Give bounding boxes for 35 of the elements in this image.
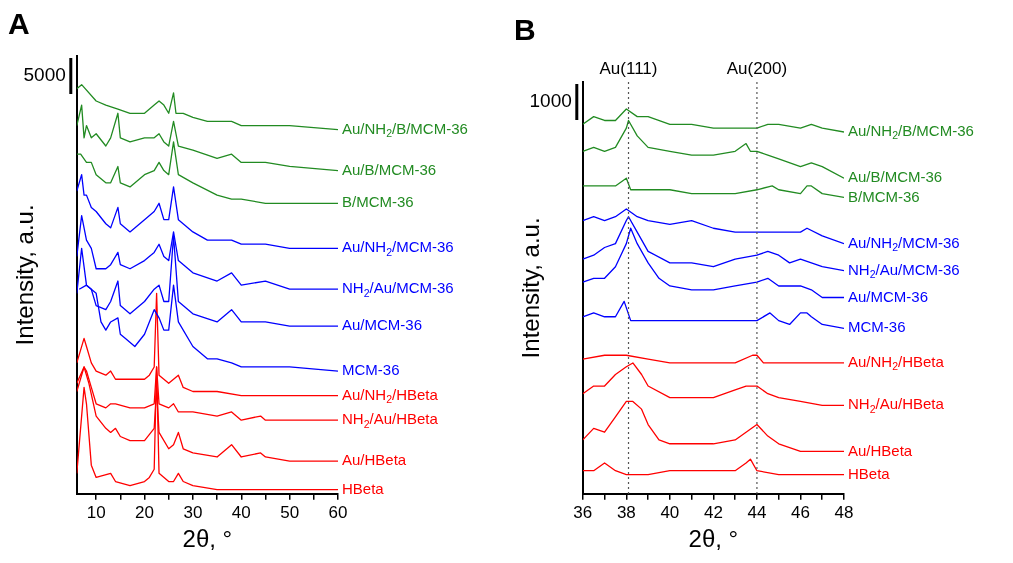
chart-title: B: [514, 13, 536, 47]
x-tick-label: 50: [280, 502, 300, 522]
ref-line-label: Au(111): [599, 59, 658, 79]
series-label: Au/B/MCM-36: [342, 160, 437, 178]
x-axis-title: 2θ, °: [182, 525, 233, 553]
x-tick-label: 44: [747, 502, 767, 522]
x-tick-label: 40: [231, 502, 251, 522]
series-label: MCM-36: [848, 318, 906, 336]
chart-title: A: [8, 7, 30, 41]
y-axis-title: Intensity, a.u.: [11, 204, 39, 346]
ref-line-label: Au(200): [726, 59, 788, 79]
series-label: Au/B/MCM-36: [848, 168, 943, 186]
text: 1000: [529, 90, 572, 112]
series-label: Au/HBeta: [848, 441, 913, 459]
x-tick-label: 30: [183, 502, 203, 522]
series-label: MCM-36: [342, 361, 400, 379]
x-axis-title: 2θ, °: [688, 525, 739, 553]
series-label: HBeta: [848, 464, 891, 482]
text: 5000: [23, 64, 66, 86]
x-tick-label: 20: [135, 502, 154, 522]
x-tick-label: 48: [834, 502, 854, 522]
y-axis-title: Intensity, a.u.: [517, 217, 545, 359]
x-tick-label: 36: [573, 502, 593, 522]
x-tick-label: 38: [616, 502, 636, 522]
x-tick-label: 40: [660, 502, 680, 522]
series-label: Au/MCM-36: [848, 287, 929, 305]
series-label: B/MCM-36: [848, 187, 920, 205]
x-tick-label: 42: [703, 502, 723, 522]
series-label: Au/MCM-36: [342, 316, 423, 334]
x-tick-label: 60: [328, 502, 348, 522]
x-tick-label: 10: [86, 502, 106, 522]
x-tick-label: 46: [791, 502, 810, 522]
series-label: HBeta: [342, 479, 385, 497]
series-label: B/MCM-36: [342, 193, 414, 211]
series-label: Au/HBeta: [342, 451, 407, 469]
